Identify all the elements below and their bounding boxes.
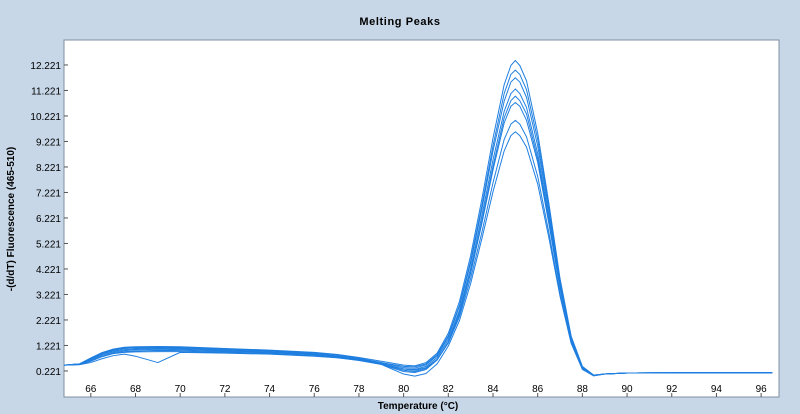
y-tick-label: 9.221: [36, 137, 61, 148]
x-axis-ticks: 66 68 70 72 74 76 78 80 82 84 86 88 90 92 94 96: [85, 384, 767, 397]
x-tick-label: 74: [264, 384, 276, 395]
y-tick-label: 3.221: [36, 290, 61, 301]
y-tick-label: 11.221: [31, 86, 61, 97]
y-axis-ticks: 0.221 1.221 2.221 3.221 4.221 5.221 6.221 7.221…: [30, 61, 68, 378]
y-tick-label: 2.221: [36, 316, 61, 327]
series-lines: [63, 59, 773, 377]
series-line-8: [63, 59, 773, 376]
series-line-7: [63, 95, 773, 376]
y-tick-label: 8.221: [36, 163, 61, 174]
x-tick-label: 96: [756, 384, 768, 395]
x-tick-label: 90: [622, 384, 634, 395]
x-tick-label: 88: [577, 384, 589, 395]
y-tick-label: 12.221: [30, 61, 61, 72]
x-tick-label: 80: [398, 384, 410, 395]
x-tick-label: 68: [130, 384, 142, 395]
y-tick-label: 7.221: [36, 188, 61, 199]
y-tick-label: 4.221: [36, 265, 61, 276]
x-tick-label: 66: [85, 384, 97, 395]
y-tick-label: 10.221: [30, 112, 61, 123]
y-tick-label: 0.221: [36, 367, 61, 378]
y-axis-label: -(d/dT) Fluorescence (465-510): [6, 147, 17, 291]
x-tick-label: 76: [309, 384, 321, 395]
x-tick-label: 84: [487, 384, 499, 395]
y-tick-label: 6.221: [36, 214, 61, 225]
chart-title: Melting Peaks: [359, 16, 441, 28]
x-tick-label: 70: [175, 384, 187, 395]
y-tick-label: 1.221: [36, 341, 61, 352]
x-tick-label: 78: [353, 384, 365, 395]
x-tick-label: 94: [711, 384, 723, 395]
plot-area: [63, 39, 780, 398]
x-tick-label: 72: [219, 384, 231, 395]
x-tick-label: 82: [443, 384, 455, 395]
x-axis-label: Temperature (°C): [378, 401, 459, 412]
y-tick-label: 5.221: [36, 239, 61, 250]
x-tick-label: 86: [532, 384, 544, 395]
series-line-6: [63, 131, 773, 377]
x-tick-label: 92: [666, 384, 678, 395]
